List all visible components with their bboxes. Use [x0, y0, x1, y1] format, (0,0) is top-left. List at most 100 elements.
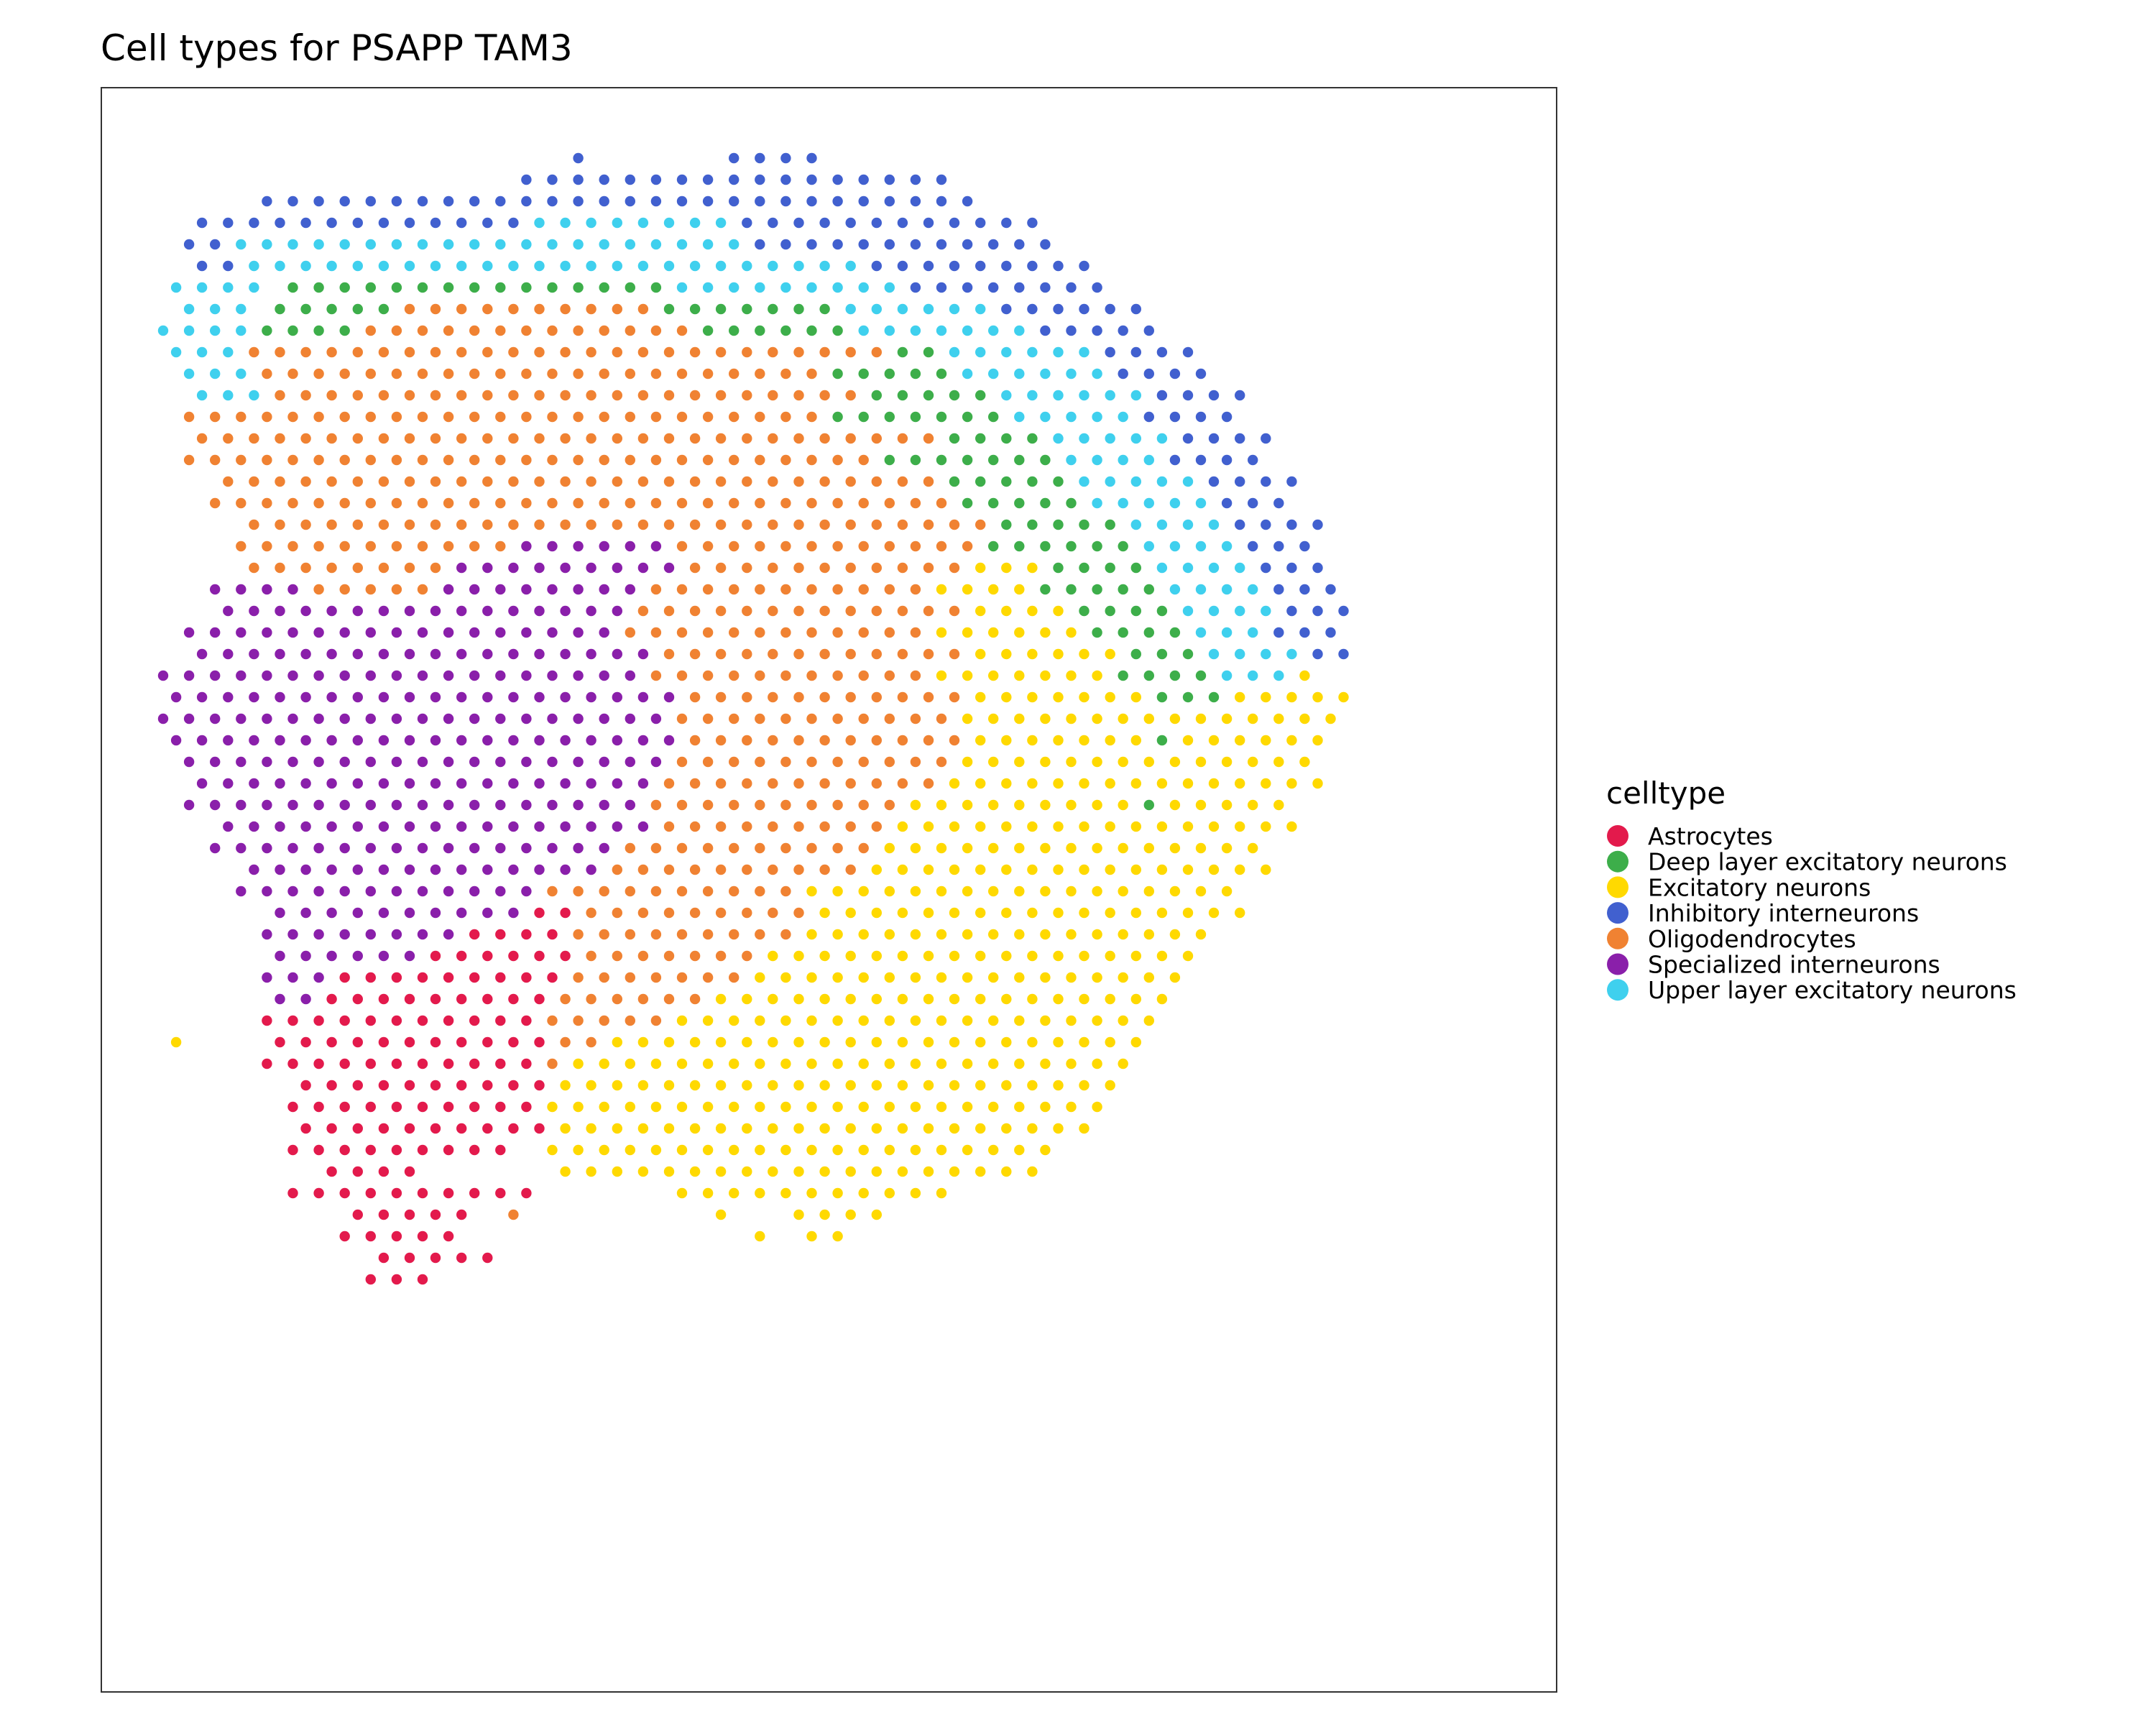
spot-point	[871, 1209, 883, 1220]
spot-point	[897, 864, 908, 875]
spot-point	[1001, 433, 1012, 444]
spot-point	[378, 476, 390, 487]
spot-point	[1092, 1101, 1102, 1113]
spot-point	[793, 217, 804, 229]
spot-point	[1273, 497, 1284, 509]
spot-point	[417, 799, 428, 811]
spot-point	[249, 605, 259, 617]
spot-point	[1195, 756, 1207, 768]
spot-point	[352, 950, 363, 962]
spot-point	[1156, 778, 1168, 789]
spot-point	[326, 605, 337, 617]
spot-point	[1130, 346, 1142, 358]
spot-point	[663, 993, 675, 1005]
spot-point	[391, 497, 402, 509]
spot-point	[1105, 303, 1115, 315]
spot-point	[1195, 842, 1207, 854]
spot-point	[469, 239, 480, 250]
spot-point	[443, 282, 454, 293]
spot-point	[650, 174, 662, 185]
spot-point	[780, 1058, 791, 1070]
spot-point	[715, 735, 727, 746]
spot-point	[521, 454, 532, 466]
spot-point	[210, 454, 221, 466]
spot-point	[663, 562, 675, 574]
spot-point	[910, 713, 921, 724]
spot-point	[1105, 821, 1115, 832]
spot-point	[352, 260, 363, 272]
spot-point	[1208, 476, 1220, 487]
spot-point	[482, 691, 493, 703]
spot-point	[508, 1036, 519, 1048]
spot-point	[1027, 821, 1038, 832]
spot-point	[663, 648, 675, 660]
spot-point	[1169, 627, 1181, 638]
spot-point	[689, 433, 701, 444]
spot-point	[612, 950, 622, 962]
spot-point	[897, 907, 908, 919]
spot-point	[573, 1101, 584, 1113]
spot-point	[1066, 497, 1077, 509]
spot-point	[404, 993, 415, 1005]
spot-point	[1105, 778, 1115, 789]
spot-point	[910, 972, 921, 983]
spot-point	[365, 1187, 376, 1199]
spot-point	[729, 1058, 740, 1070]
spot-point	[962, 584, 973, 595]
spot-point	[1156, 519, 1168, 530]
spot-point	[1248, 454, 1258, 466]
spot-point	[1248, 713, 1258, 724]
spot-point	[378, 346, 390, 358]
spot-point	[365, 886, 376, 897]
spot-point	[352, 1080, 363, 1091]
spot-point	[1156, 950, 1168, 962]
spot-point	[715, 303, 727, 315]
spot-point	[1235, 691, 1245, 703]
spot-point	[923, 1166, 934, 1177]
spot-point	[637, 390, 649, 401]
spot-point	[742, 1166, 752, 1177]
spot-point	[936, 497, 947, 509]
spot-point	[508, 519, 519, 530]
spot-point	[637, 519, 649, 530]
spot-point	[352, 217, 363, 229]
spot-point	[845, 1166, 856, 1177]
spot-point	[262, 799, 272, 811]
spot-point	[729, 1101, 740, 1113]
spot-point	[768, 217, 778, 229]
spot-point	[884, 1144, 895, 1156]
spot-point	[1286, 605, 1297, 617]
spot-point	[443, 454, 454, 466]
spot-point	[287, 454, 298, 466]
spot-point	[1182, 691, 1194, 703]
spot-point	[236, 239, 247, 250]
spot-point	[262, 368, 272, 380]
spot-point	[897, 476, 908, 487]
spot-point	[1014, 886, 1025, 897]
spot-point	[1001, 605, 1012, 617]
spot-point	[871, 778, 883, 789]
spot-point	[962, 1144, 973, 1156]
spot-point	[430, 864, 441, 875]
spot-point	[573, 368, 584, 380]
spot-point	[871, 1080, 883, 1091]
spot-point	[1066, 368, 1077, 380]
spot-point	[780, 411, 791, 423]
spot-point	[949, 433, 960, 444]
spot-point	[702, 454, 714, 466]
spot-point	[1040, 282, 1051, 293]
spot-point	[650, 799, 662, 811]
spot-point	[702, 1101, 714, 1113]
spot-point	[1001, 562, 1012, 574]
spot-point	[1001, 993, 1012, 1005]
spot-point	[573, 497, 584, 509]
spot-point	[755, 411, 765, 423]
spot-point	[625, 799, 635, 811]
spot-point	[1286, 648, 1297, 660]
spot-point	[469, 972, 480, 983]
spot-point	[249, 519, 259, 530]
spot-point	[845, 519, 856, 530]
spot-point	[404, 217, 415, 229]
spot-point	[1118, 1015, 1128, 1026]
spot-point	[845, 1080, 856, 1091]
